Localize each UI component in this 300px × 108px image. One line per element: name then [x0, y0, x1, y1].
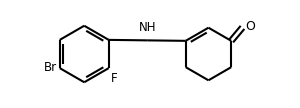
Text: Br: Br	[44, 61, 57, 74]
Text: F: F	[111, 72, 117, 85]
Text: O: O	[245, 20, 255, 33]
Text: NH: NH	[138, 21, 156, 34]
